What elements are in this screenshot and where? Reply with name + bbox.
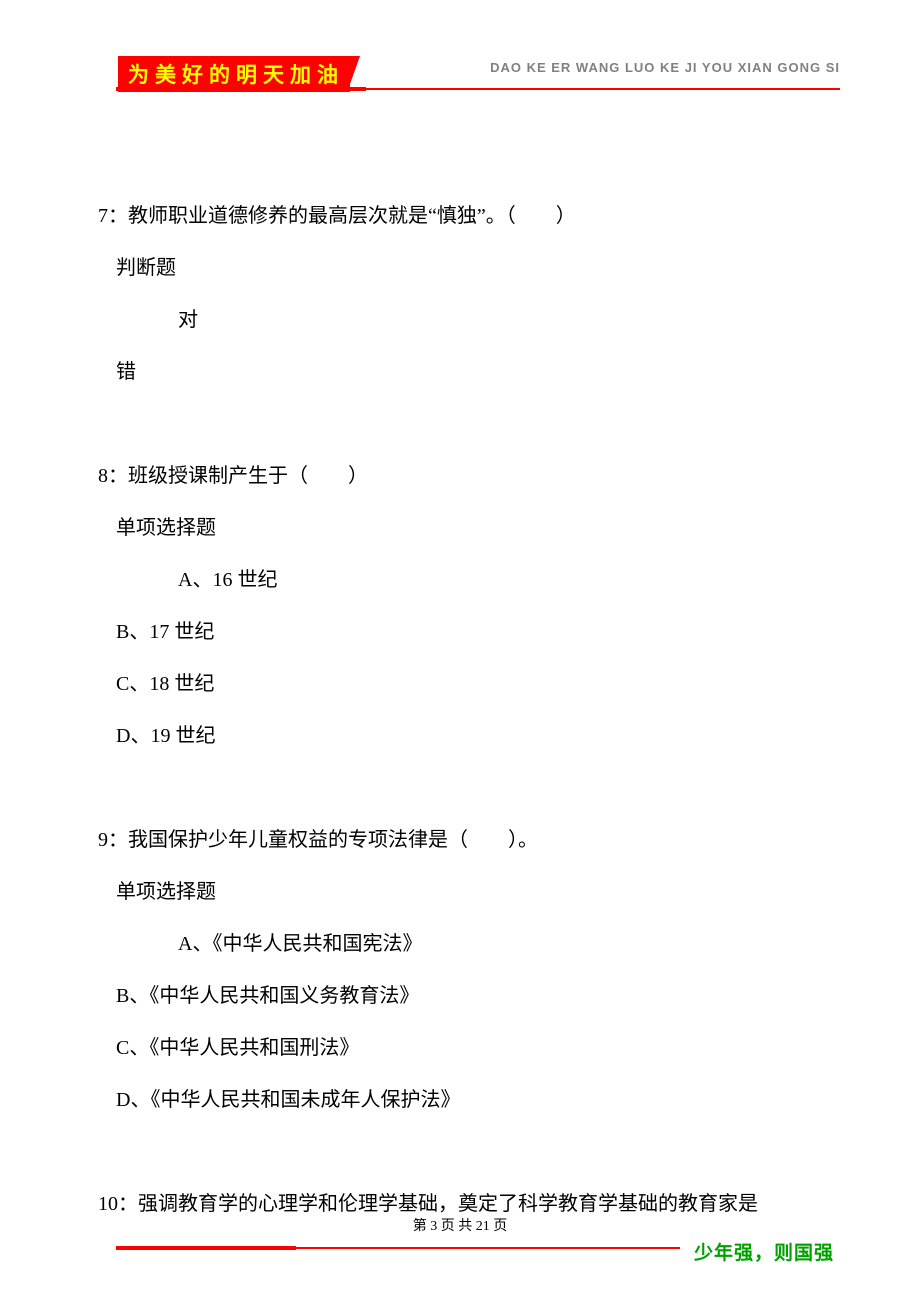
question-8-type: 单项选择题 bbox=[98, 502, 840, 554]
spacer bbox=[98, 398, 840, 450]
question-8-option-c: C、18 世纪 bbox=[98, 658, 840, 710]
document-body: 7：教师职业道德修养的最高层次就是“慎独”。（ ） 判断题 对 错 8：班级授课… bbox=[80, 190, 840, 1230]
document-page: 为美好的明天加油 DAO KE ER WANG LUO KE JI YOU XI… bbox=[80, 60, 840, 1230]
question-7-option-false: 错 bbox=[98, 346, 840, 398]
page-label-mid: 页 共 bbox=[437, 1219, 476, 1234]
header-divider bbox=[116, 88, 840, 90]
page-footer: 第 3 页 共 21 页 少年强，则国强 bbox=[0, 1215, 920, 1265]
page-label-prefix: 第 bbox=[413, 1219, 431, 1234]
page-number: 第 3 页 共 21 页 bbox=[0, 1215, 920, 1235]
question-9-option-c: C、《中华人民共和国刑法》 bbox=[98, 1022, 840, 1074]
question-9-option-a: A、《中华人民共和国宪法》 bbox=[98, 918, 840, 970]
question-9-type: 单项选择题 bbox=[98, 866, 840, 918]
question-8-text: 8：班级授课制产生于（ ） bbox=[98, 450, 840, 502]
question-8-option-b: B、17 世纪 bbox=[98, 606, 840, 658]
question-8-option-a: A、16 世纪 bbox=[98, 554, 840, 606]
question-7-text: 7：教师职业道德修养的最高层次就是“慎独”。（ ） bbox=[98, 190, 840, 242]
page-header: 为美好的明天加油 DAO KE ER WANG LUO KE JI YOU XI… bbox=[80, 60, 840, 100]
page-label-suffix: 页 bbox=[490, 1219, 508, 1234]
spacer bbox=[98, 1126, 840, 1178]
footer-slogan: 少年强，则国强 bbox=[680, 1238, 840, 1265]
question-7-type: 判断题 bbox=[98, 242, 840, 294]
question-9-option-d: D、《中华人民共和国未成年人保护法》 bbox=[98, 1074, 840, 1126]
question-9-text: 9：我国保护少年儿童权益的专项法律是（ ）。 bbox=[98, 814, 840, 866]
question-8-option-d: D、19 世纪 bbox=[98, 710, 840, 762]
header-pinyin: DAO KE ER WANG LUO KE JI YOU XIAN GONG S… bbox=[490, 60, 840, 75]
question-7-option-true: 对 bbox=[98, 294, 840, 346]
spacer bbox=[98, 762, 840, 814]
question-9-option-b: B、《中华人民共和国义务教育法》 bbox=[98, 970, 840, 1022]
page-total: 21 bbox=[476, 1219, 490, 1234]
